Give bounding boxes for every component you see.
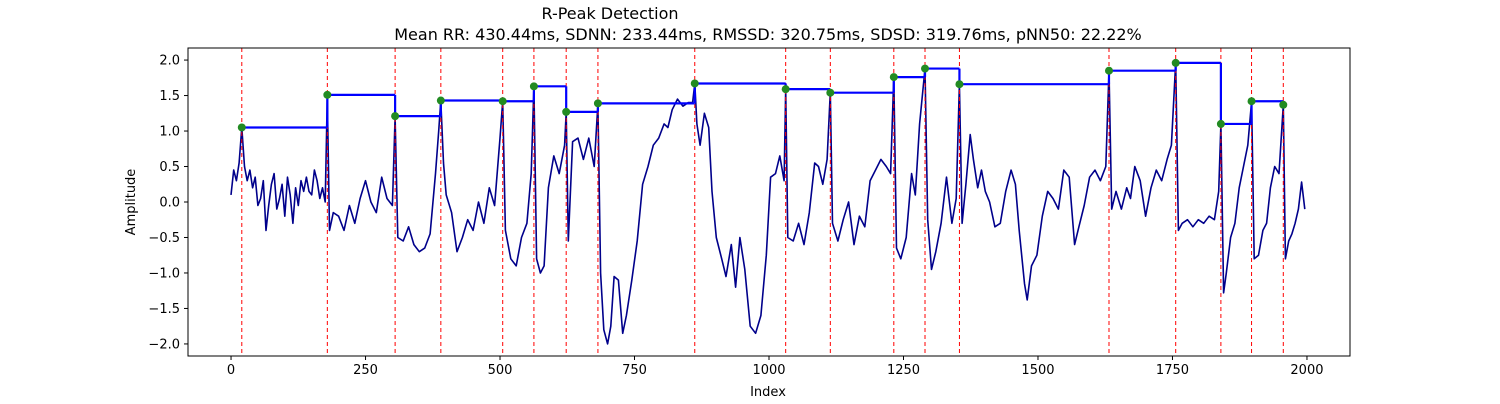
x-tick-label: 750 xyxy=(622,363,647,378)
plot-area xyxy=(187,47,1351,357)
r-peak-point-5 xyxy=(529,82,538,91)
x-tick-label: 1000 xyxy=(752,363,785,378)
r-peak-point-4 xyxy=(498,97,507,106)
y-tick-label: −1.0 xyxy=(148,266,180,281)
y-tick-label: −0.5 xyxy=(148,231,180,246)
y-axis-ticks: −2.0 −1.5 −1.0 −0.5 0.0 0.5 1.0 1.5 2.0 xyxy=(148,54,188,352)
r-peak-point-9 xyxy=(781,85,790,94)
r-peak-point-7 xyxy=(593,99,602,108)
y-axis-label: Amplitude xyxy=(124,169,139,236)
y-tick-label: 2.0 xyxy=(159,54,180,69)
x-axis-ticks: 0 250 500 750 1000 1250 1500 1750 2000 xyxy=(227,356,1324,378)
x-tick-label: 500 xyxy=(488,363,513,378)
y-tick-label: −1.5 xyxy=(148,302,180,317)
y-tick-label: 1.0 xyxy=(159,125,180,140)
chart-title: R-Peak Detection xyxy=(541,4,678,23)
r-peak-point-14 xyxy=(1104,66,1113,75)
r-peak-point-11 xyxy=(889,73,898,82)
r-peak-point-13 xyxy=(955,80,964,89)
r-peak-point-15 xyxy=(1171,58,1180,67)
x-tick-label: 2000 xyxy=(1290,363,1323,378)
r-peak-point-16 xyxy=(1216,119,1225,128)
y-tick-label: 1.5 xyxy=(159,89,180,104)
y-tick-label: −2.0 xyxy=(148,337,180,352)
x-tick-label: 1500 xyxy=(1021,363,1054,378)
y-tick-label: 0.5 xyxy=(159,160,180,175)
x-tick-label: 250 xyxy=(353,363,378,378)
r-peak-point-0 xyxy=(237,123,246,132)
r-peak-point-3 xyxy=(436,96,445,105)
r-peak-point-18 xyxy=(1279,100,1288,109)
r-peak-point-8 xyxy=(690,79,699,88)
x-tick-label: 1250 xyxy=(887,363,920,378)
r-peak-point-1 xyxy=(323,90,332,99)
r-peak-point-10 xyxy=(826,88,835,97)
r-peak-point-6 xyxy=(562,107,571,116)
chart-subtitle: Mean RR: 430.44ms, SDNN: 233.44ms, RMSSD… xyxy=(394,25,1142,44)
x-tick-label: 1750 xyxy=(1156,363,1189,378)
r-peak-point-2 xyxy=(391,112,400,121)
y-tick-label: 0.0 xyxy=(159,196,180,211)
r-peak-point-17 xyxy=(1247,97,1256,106)
r-peak-point-12 xyxy=(921,64,930,73)
x-axis-label: Index xyxy=(750,385,786,400)
x-tick-label: 0 xyxy=(227,363,235,378)
ecg-signal-line xyxy=(230,61,1306,345)
